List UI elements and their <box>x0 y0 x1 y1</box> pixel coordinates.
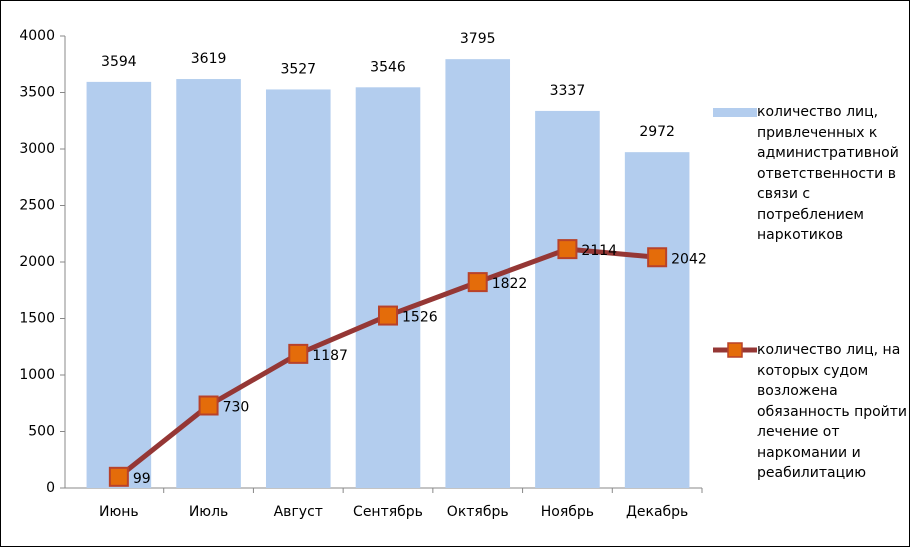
y-tick-label: 1500 <box>19 311 55 327</box>
bar-value-label: 3619 <box>191 51 227 67</box>
x-tick-label: Ноябрь <box>541 504 594 520</box>
bar <box>265 89 331 488</box>
line-value-label: 730 <box>223 400 250 416</box>
line-marker <box>647 247 668 268</box>
bar-value-label: 3795 <box>460 31 496 47</box>
bar-value-label: 3594 <box>101 54 137 70</box>
line-marker <box>557 239 578 260</box>
x-tick-label: Июнь <box>99 504 139 520</box>
x-tick-label: Август <box>274 504 323 520</box>
bar-value-label: 2972 <box>639 124 675 140</box>
y-tick-label: 500 <box>28 424 55 440</box>
legend-entry: количество лиц, на которых судом возложе… <box>757 342 908 481</box>
y-tick-label: 4000 <box>19 28 55 44</box>
bar-value-label: 3546 <box>370 59 406 75</box>
x-tick-label: Сентябрь <box>353 504 423 520</box>
line-marker <box>198 395 219 416</box>
bar-value-label: 3527 <box>280 61 316 77</box>
line-marker <box>288 343 309 364</box>
bar-value-label: 3337 <box>550 83 586 99</box>
x-tick-label: Октябрь <box>447 504 509 520</box>
y-tick-label: 1000 <box>19 367 55 383</box>
x-tick-label: Июль <box>189 504 228 520</box>
bar <box>535 110 600 488</box>
line-value-label: 1187 <box>312 348 348 364</box>
bar <box>355 87 421 488</box>
y-tick-label: 2500 <box>19 198 55 214</box>
y-tick-label: 3000 <box>19 141 55 157</box>
line-value-label: 1822 <box>492 276 528 292</box>
line-marker <box>467 272 488 293</box>
legend-label: количество лиц, на которых судом возложе… <box>757 342 908 481</box>
y-tick-label: 0 <box>46 480 55 496</box>
bar <box>624 152 690 488</box>
y-tick-label: 2000 <box>19 254 55 270</box>
y-tick-label: 3500 <box>19 85 55 101</box>
x-tick-label: Декабрь <box>626 504 688 520</box>
line-value-label: 2114 <box>581 243 617 259</box>
line-value-label: 99 <box>133 471 151 487</box>
line-value-label: 1526 <box>402 310 438 326</box>
line-value-label: 2042 <box>671 251 707 267</box>
bar <box>86 81 152 489</box>
legend-marker <box>727 342 743 358</box>
line-marker <box>378 305 398 326</box>
legend-swatch <box>713 108 757 117</box>
legend-entry: количество лиц, привлеченных к администр… <box>757 104 899 243</box>
line-marker <box>108 466 129 487</box>
legend-label: количество лиц, привлеченных к администр… <box>757 104 899 243</box>
